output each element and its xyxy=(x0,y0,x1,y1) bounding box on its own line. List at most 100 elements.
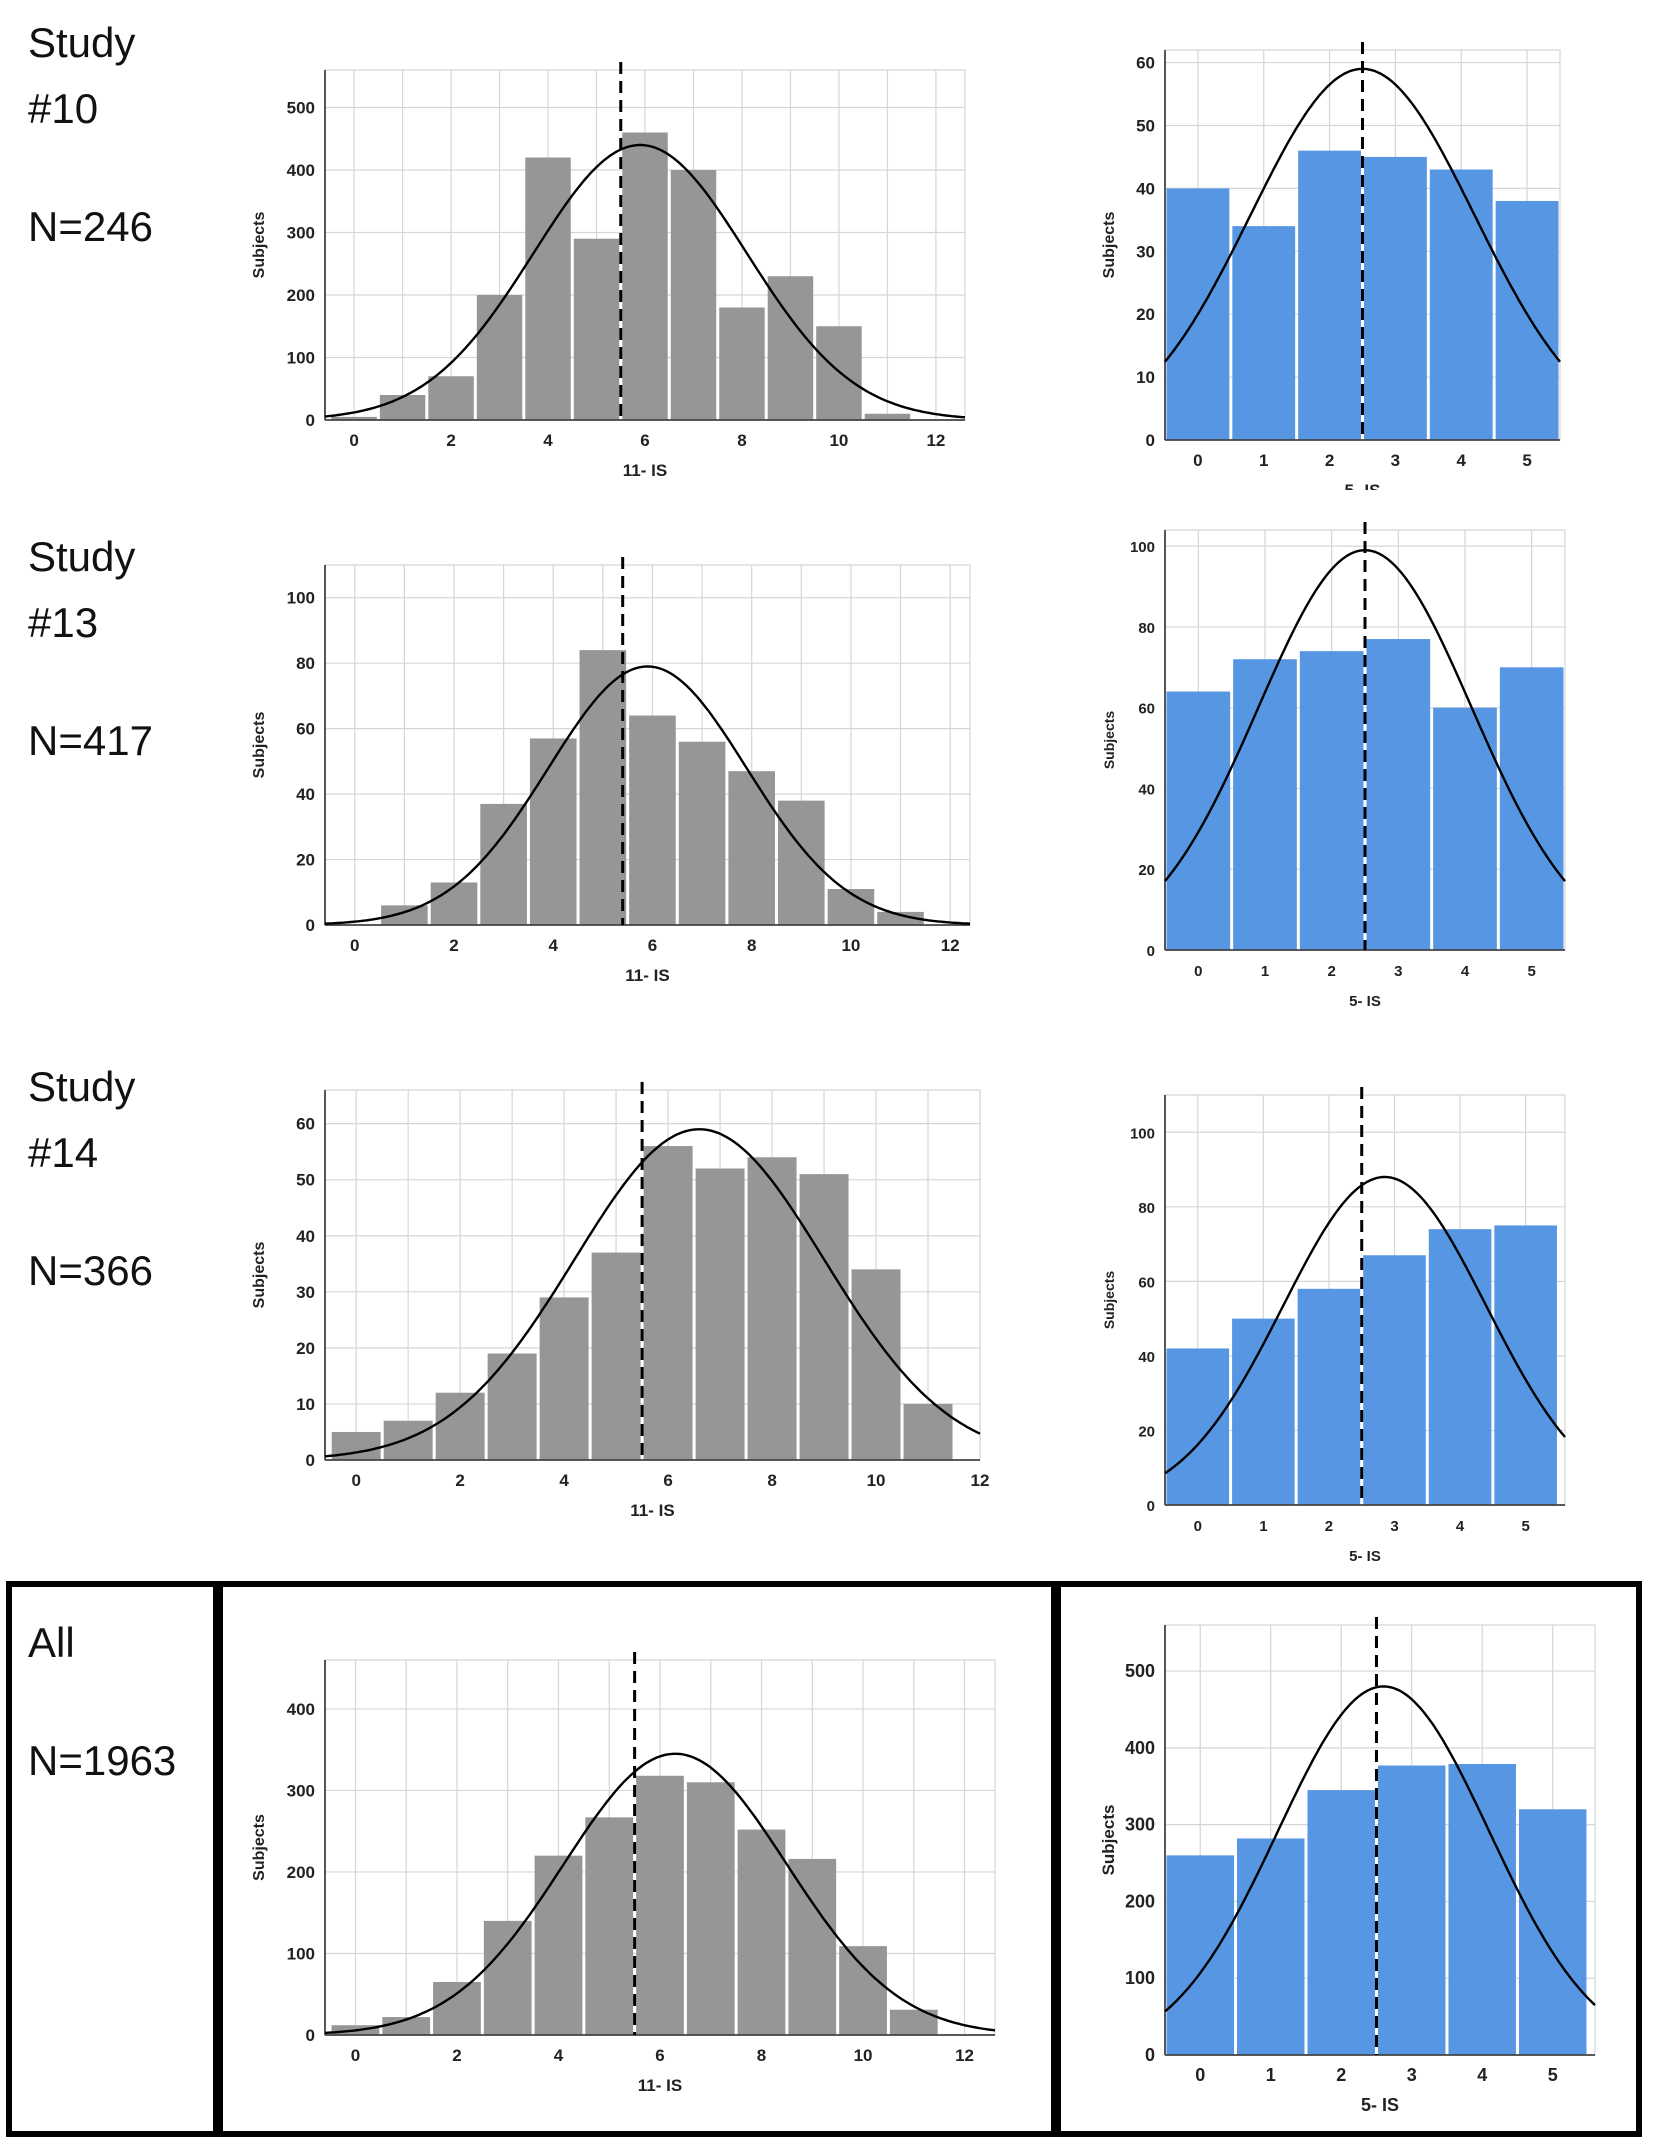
y-tick-label: 0 xyxy=(306,2026,315,2045)
row-label-all: All N=1963 xyxy=(28,1610,176,1794)
study-number: #14 xyxy=(28,1129,99,1176)
x-tick-label: 8 xyxy=(737,431,746,450)
bar xyxy=(1232,1318,1295,1505)
bar xyxy=(591,1252,641,1460)
normal-curve xyxy=(324,143,966,419)
normal-curve xyxy=(324,1752,996,2035)
tick-labels: 0 10 20 30 40 50 60 0 2 4 6 8 10 12 xyxy=(296,1115,989,1490)
sample-size: N=366 xyxy=(28,1247,153,1294)
y-tick-label: 100 xyxy=(287,349,315,368)
sample-size: N=246 xyxy=(28,203,153,250)
y-tick-label: 80 xyxy=(1138,1200,1155,1217)
bar xyxy=(1433,707,1497,950)
bar xyxy=(433,1982,481,2035)
bars xyxy=(1166,1225,1557,1505)
all-row-box xyxy=(6,1581,1642,2137)
tick-labels: 0 100 200 300 400 500 0 1 2 3 4 5 xyxy=(1125,1661,1558,2085)
x-tick-label: 4 xyxy=(1461,963,1470,980)
bar xyxy=(476,295,523,420)
bar xyxy=(480,803,527,925)
study-label: Study xyxy=(28,1063,136,1110)
x-tick-label: 0 xyxy=(1195,2065,1205,2085)
y-tick-label: 0 xyxy=(306,411,315,430)
y-tick-label: 0 xyxy=(1147,1498,1155,1515)
x-tick-label: 8 xyxy=(757,2046,766,2065)
x-tick-label: 12 xyxy=(971,1471,990,1490)
x-tick-label: 12 xyxy=(955,2046,974,2065)
bar xyxy=(1377,1765,1446,2055)
histogram-study-10-5-is: 0 10 20 30 40 50 60 0 1 2 3 4 5 5- IS Subjects xyxy=(1101,42,1561,490)
x-tick-label: 1 xyxy=(1261,963,1269,980)
x-tick-label: 0 xyxy=(1194,1518,1202,1535)
bar xyxy=(864,413,911,420)
normal-curve xyxy=(324,1128,981,1458)
x-tick-label: 2 xyxy=(455,1471,464,1490)
y-tick-label: 60 xyxy=(1136,54,1155,73)
x-axis-label: 5- IS xyxy=(1345,481,1381,490)
bar xyxy=(778,800,825,925)
y-tick-label: 60 xyxy=(1138,701,1155,718)
row-label-study-14: Study #14 N=366 xyxy=(28,1054,153,1304)
bar xyxy=(573,238,620,420)
y-tick-label: 10 xyxy=(296,1395,315,1414)
study-label: Study xyxy=(28,533,136,580)
bar xyxy=(1448,1763,1516,2055)
y-tick-label: 20 xyxy=(1138,862,1155,879)
bars xyxy=(381,650,924,925)
y-tick-label: 20 xyxy=(1136,305,1155,324)
x-tick-label: 3 xyxy=(1407,2065,1417,2085)
x-tick-label: 6 xyxy=(648,936,657,955)
x-axis-label: 5- IS xyxy=(1361,2095,1399,2115)
y-tick-label: 200 xyxy=(1125,1891,1155,1911)
y-tick-label: 60 xyxy=(296,720,315,739)
bar xyxy=(1166,1348,1230,1505)
tick-labels: 0 20 40 60 80 100 0 1 2 3 4 5 xyxy=(1130,539,1536,980)
bar xyxy=(534,1855,583,2035)
all-row-divider-right xyxy=(1051,1581,1061,2137)
all-row-divider-left xyxy=(213,1581,223,2137)
x-axis-label: 11- IS xyxy=(625,966,669,985)
histogram-study-13-11-is: 0 20 40 60 80 100 0 2 4 6 8 10 12 11- IS Subjects xyxy=(251,557,971,985)
x-tick-label: 5 xyxy=(1522,451,1531,470)
normal-curve xyxy=(324,665,971,925)
x-tick-label: 4 xyxy=(543,431,553,450)
y-tick-label: 300 xyxy=(287,224,315,243)
y-tick-label: 400 xyxy=(287,161,315,180)
y-axis-label: Subjects xyxy=(251,1242,268,1309)
x-tick-label: 2 xyxy=(1325,451,1334,470)
histogram-study-13-5-is: 0 20 40 60 80 100 0 1 2 3 4 5 5- IS Subjects xyxy=(1101,522,1566,1010)
row-label-study-13: Study #13 N=417 xyxy=(28,524,153,774)
tick-labels: 0 20 40 60 80 100 0 1 2 3 4 5 xyxy=(1130,1125,1530,1535)
y-tick-label: 80 xyxy=(1138,620,1155,637)
bar xyxy=(1494,1225,1557,1505)
y-tick-label: 10 xyxy=(1136,368,1155,387)
y-tick-label: 100 xyxy=(1125,1968,1155,1988)
y-tick-label: 40 xyxy=(296,1227,315,1246)
x-tick-label: 3 xyxy=(1391,451,1400,470)
x-tick-label: 4 xyxy=(559,1471,569,1490)
x-tick-label: 0 xyxy=(1194,963,1202,980)
bar xyxy=(379,395,426,420)
x-tick-label: 1 xyxy=(1259,1518,1267,1535)
bar xyxy=(1298,150,1361,440)
y-tick-label: 80 xyxy=(296,654,315,673)
x-tick-label: 8 xyxy=(767,1471,776,1490)
x-tick-label: 4 xyxy=(1477,2065,1487,2085)
y-tick-label: 200 xyxy=(287,1863,315,1882)
bar xyxy=(529,738,577,925)
bar xyxy=(383,1420,433,1460)
bar xyxy=(428,376,474,420)
y-tick-label: 20 xyxy=(1138,1423,1155,1440)
normal-curve xyxy=(1164,1175,1566,1475)
x-tick-label: 4 xyxy=(554,2046,564,2065)
bar xyxy=(1166,1855,1234,2055)
bar xyxy=(487,1353,537,1460)
sample-size: N=417 xyxy=(28,717,153,764)
histogram-study-14-11-is: 0 10 20 30 40 50 60 0 2 4 6 8 10 12 11- IS Subjects xyxy=(251,1082,989,1520)
bar xyxy=(747,1157,797,1460)
y-tick-label: 0 xyxy=(1145,2045,1155,2065)
bar xyxy=(382,2017,431,2035)
bars xyxy=(1166,150,1559,441)
x-tick-label: 0 xyxy=(349,431,358,450)
tick-labels: 0 20 40 60 80 100 0 2 4 6 8 10 12 xyxy=(287,589,960,955)
